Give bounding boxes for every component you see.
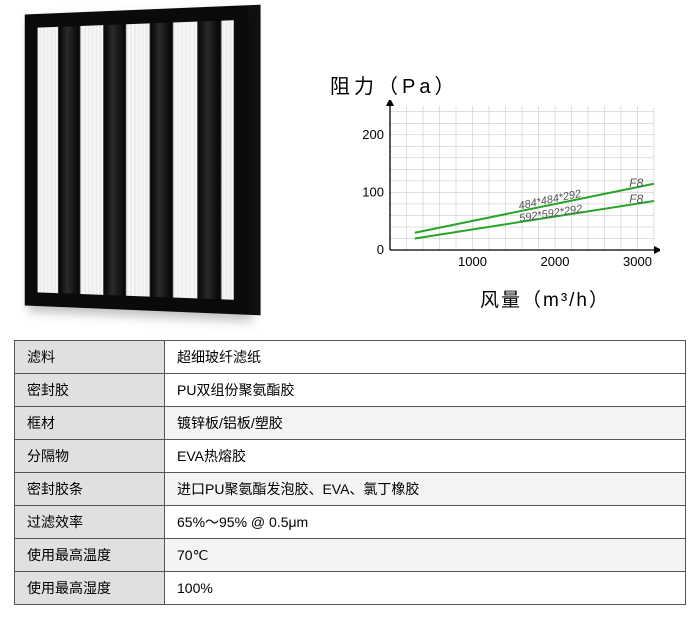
spec-row: 使用最高温度70℃	[15, 539, 686, 572]
spec-value: 镀锌板/铝板/塑胶	[165, 407, 686, 440]
spec-value: 65%～95% @ 0.5μm	[165, 506, 686, 539]
spec-key: 滤料	[15, 341, 165, 374]
spec-row: 使用最高湿度100%	[15, 572, 686, 605]
spec-table: 滤料超细玻纤滤纸密封胶PU双组份聚氨酯胶框材镀锌板/铝板/塑胶分隔物EVA热熔胶…	[14, 340, 686, 605]
product-illustration	[0, 0, 270, 330]
svg-text:200: 200	[362, 127, 384, 142]
top-section: 阻力（Pa） 0100200100020003000484*484*292F85…	[0, 0, 700, 340]
spec-row: 密封胶PU双组份聚氨酯胶	[15, 374, 686, 407]
svg-text:100: 100	[362, 184, 384, 199]
filter-frame-graphic	[25, 5, 248, 315]
chart-plot: 0100200100020003000484*484*292F8592*592*…	[360, 100, 660, 270]
chart-x-axis-title: 风量（m³/h）	[480, 285, 610, 312]
spec-key: 使用最高湿度	[15, 572, 165, 605]
spec-value: PU双组份聚氨酯胶	[165, 374, 686, 407]
spec-value: 超细玻纤滤纸	[165, 341, 686, 374]
spec-row: 滤料超细玻纤滤纸	[15, 341, 686, 374]
spec-row: 过滤效率65%～95% @ 0.5μm	[15, 506, 686, 539]
svg-text:F8: F8	[629, 176, 643, 190]
spec-key: 分隔物	[15, 440, 165, 473]
spec-row: 分隔物EVA热熔胶	[15, 440, 686, 473]
svg-text:2000: 2000	[541, 254, 570, 269]
spec-key: 密封胶条	[15, 473, 165, 506]
svg-text:F8: F8	[629, 192, 643, 206]
spec-value: 进口PU聚氨酯发泡胶、EVA、氯丁橡胶	[165, 473, 686, 506]
spec-row: 框材镀锌板/铝板/塑胶	[15, 407, 686, 440]
spec-key: 密封胶	[15, 374, 165, 407]
svg-text:0: 0	[377, 242, 384, 257]
pressure-flow-chart: 阻力（Pa） 0100200100020003000484*484*292F85…	[270, 0, 700, 340]
chart-y-axis-title: 阻力（Pa）	[330, 70, 458, 99]
spec-value: 100%	[165, 572, 686, 605]
spec-key: 过滤效率	[15, 506, 165, 539]
spec-key: 框材	[15, 407, 165, 440]
spec-key: 使用最高温度	[15, 539, 165, 572]
spec-row: 密封胶条进口PU聚氨酯发泡胶、EVA、氯丁橡胶	[15, 473, 686, 506]
svg-text:3000: 3000	[623, 254, 652, 269]
svg-text:1000: 1000	[458, 254, 487, 269]
spec-value: EVA热熔胶	[165, 440, 686, 473]
spec-value: 70℃	[165, 539, 686, 572]
